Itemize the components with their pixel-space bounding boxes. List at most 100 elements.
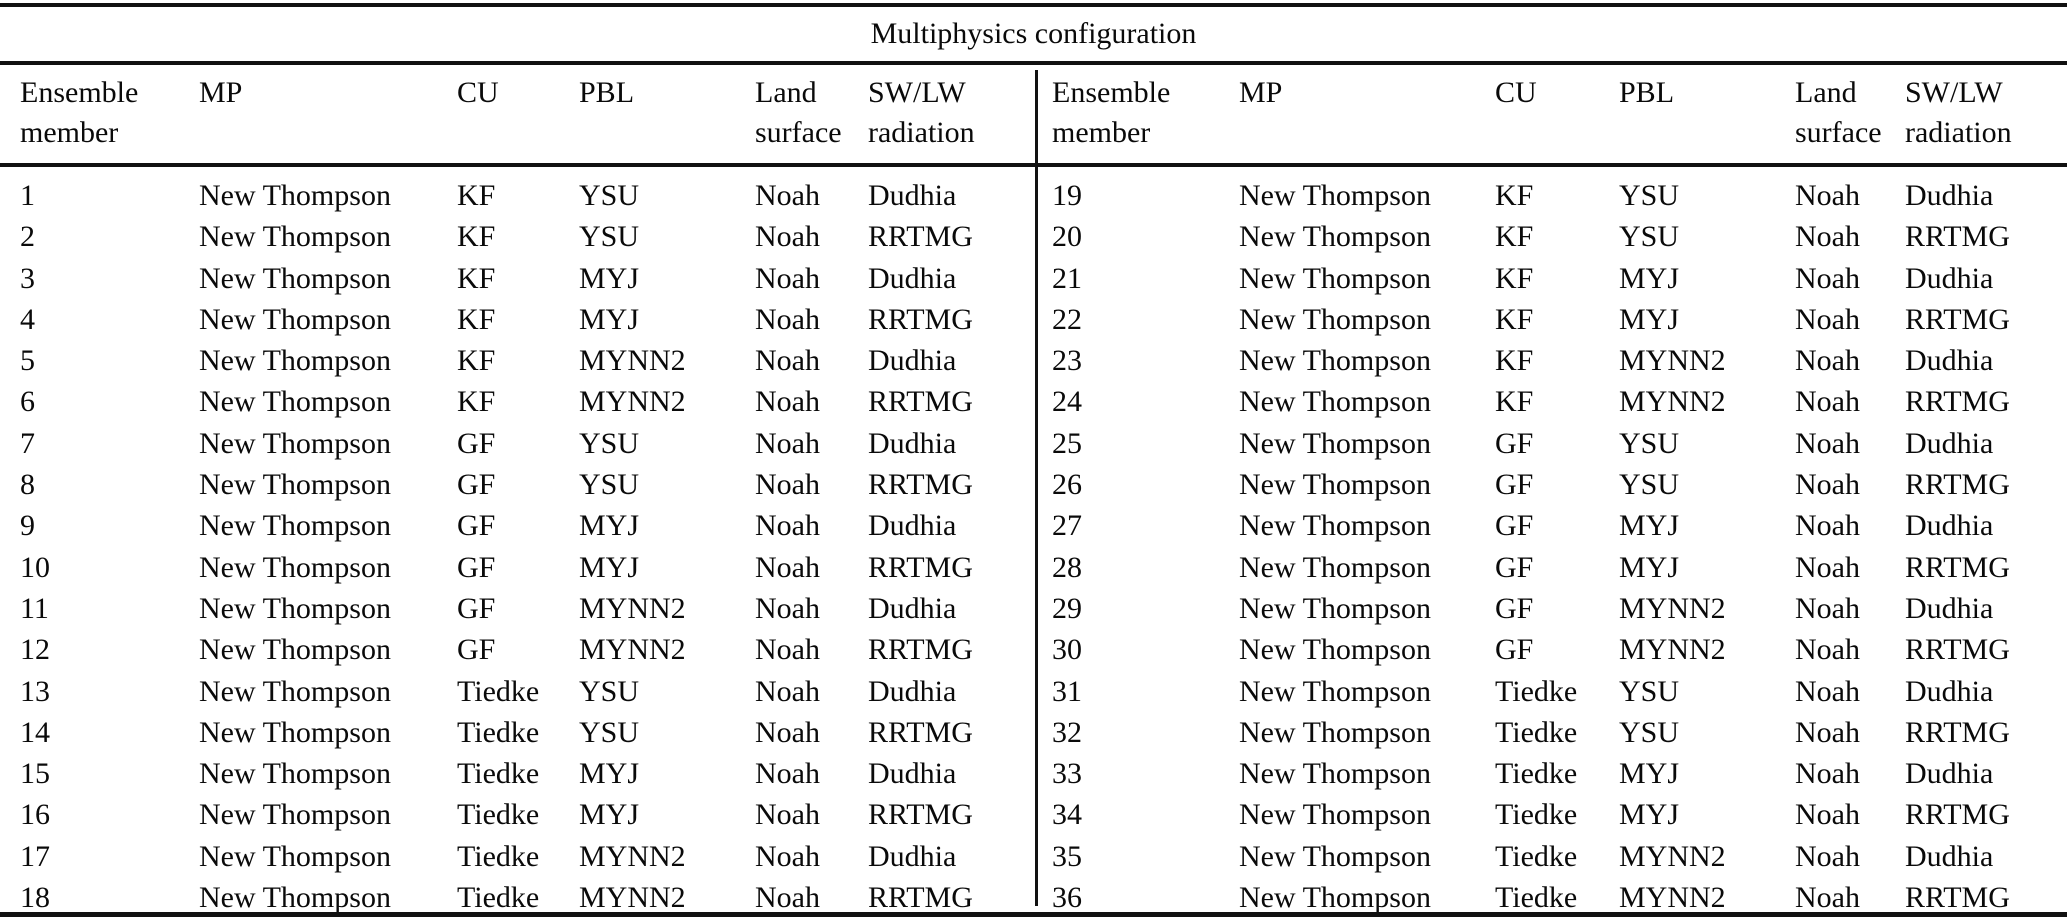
cell-right-swlw: RRTMG [1905,385,2010,419]
cell-right-cu: Tiedke [1495,715,1578,749]
cell-right-land: Noah [1795,220,1860,254]
cell-right-pbl: MYJ [1619,261,1680,295]
cell-left-swlw: RRTMG [868,220,973,254]
cell-left-cu: Tiedke [457,757,540,791]
cell-left-pbl: MYNN2 [579,344,686,378]
cell-left-cu: KF [457,179,496,212]
cell-right-member: 22 [1052,302,1082,336]
cell-left-pbl: MYNN2 [579,385,686,419]
cell-left-pbl: MYNN2 [579,839,686,873]
table-row: 5 New Thompson KF MYNN2 Noah Dudhia 23 New Thom… [0,340,2067,381]
cell-left-land: Noah [755,302,820,336]
cell-right-pbl: MYJ [1619,757,1680,791]
cell-left-member: 15 [20,757,50,791]
cell-left-member: 3 [20,261,35,295]
cell-right-swlw: RRTMG [1905,881,2010,915]
cell-left-land: Noah [755,261,820,295]
cell-left-cu: Tiedke [457,881,540,915]
cell-right-pbl: YSU [1619,468,1680,502]
cell-left-mp: New Thompson [199,220,391,254]
cell-left-mp: New Thompson [199,881,391,915]
cell-right-cu: Tiedke [1495,881,1578,915]
cell-left-mp: New Thompson [199,633,391,667]
cell-right-cu: KF [1495,385,1534,419]
cell-left-cu: GF [457,468,496,502]
cell-left-swlw: Dudhia [868,261,957,295]
cell-right-mp: New Thompson [1239,881,1431,915]
cell-right-member: 28 [1052,550,1082,584]
cell-right-swlw: RRTMG [1905,633,2010,667]
cell-left-mp: New Thompson [199,509,391,543]
cell-right-swlw: Dudhia [1905,426,1994,460]
table-row: 12 New Thompson GF MYNN2 Noah RRTMG 30 New Thom… [0,629,2067,670]
cell-right-member: 19 [1052,179,1082,212]
column-header-line1: MP [199,76,243,109]
table-row: 4 New Thompson KF MYJ Noah RRTMG 22 New Thompso… [0,299,2067,340]
cell-right-swlw: Dudhia [1905,261,1994,295]
table-row: 11 New Thompson GF MYNN2 Noah Dudhia 29 New Tho… [0,588,2067,629]
table-row: 9 New Thompson GF MYJ Noah Dudhia 27 New Thomps… [0,505,2067,546]
column-header-line1: CU [1495,76,1537,109]
cell-right-pbl: MYJ [1619,509,1680,543]
column-header-left-mp: MP [199,65,457,175]
column-header-line2: member [20,116,119,149]
column-header-line1: Ensemble [1052,76,1171,109]
cell-left-member: 4 [20,302,35,336]
cell-left-member: 5 [20,344,35,378]
cell-right-land: Noah [1795,385,1860,419]
cell-right-mp: New Thompson [1239,220,1431,254]
cell-left-land: Noah [755,591,820,625]
cell-left-land: Noah [755,550,820,584]
column-header-line1: MP [1239,76,1283,109]
column-header-right-land: Land surface [1795,65,1905,175]
cell-right-land: Noah [1795,426,1860,460]
cell-right-mp: New Thompson [1239,385,1431,419]
table-row: 10 New Thompson GF MYJ Noah RRTMG 28 New Thomps… [0,547,2067,588]
cell-right-cu: GF [1495,550,1534,584]
cell-left-land: Noah [755,633,820,667]
cell-right-mp: New Thompson [1239,426,1431,460]
table-row: 17 New Thompson Tiedke MYNN2 Noah Dudhia 35 New… [0,836,2067,877]
cell-right-pbl: YSU [1619,426,1680,460]
cell-left-land: Noah [755,881,820,915]
cell-left-swlw: RRTMG [868,715,973,749]
cell-right-swlw: Dudhia [1905,344,1994,378]
cell-right-member: 27 [1052,509,1082,543]
cell-left-cu: GF [457,426,496,460]
cell-left-member: 8 [20,468,35,502]
cell-right-land: Noah [1795,261,1860,295]
cell-left-member: 18 [20,881,50,915]
cell-right-swlw: RRTMG [1905,798,2010,832]
title-separator-rule [0,61,2067,65]
column-header-right-swlw: SW/LW radiation [1905,65,2067,175]
top-rule [0,3,2067,7]
cell-right-member: 31 [1052,674,1082,708]
cell-left-cu: KF [457,302,496,336]
column-header-line1: Land [1795,76,1857,109]
cell-right-member: 24 [1052,385,1082,419]
cell-left-cu: KF [457,220,496,254]
cell-left-member: 2 [20,220,35,254]
cell-right-mp: New Thompson [1239,261,1431,295]
cell-left-land: Noah [755,757,820,791]
column-header-line1: Land [755,76,817,109]
cell-left-swlw: Dudhia [868,757,957,791]
cell-left-cu: GF [457,591,496,625]
cell-right-member: 26 [1052,468,1082,502]
cell-right-cu: GF [1495,509,1534,543]
column-header-line2: radiation [1905,116,2012,149]
cell-left-pbl: YSU [579,468,640,502]
column-header-line1: Ensemble [20,76,139,109]
cell-right-cu: GF [1495,633,1534,667]
cell-right-mp: New Thompson [1239,839,1431,873]
cell-right-cu: KF [1495,344,1534,378]
table-row: 1 New Thompson KF YSU Noah Dudhia 19 New Thomps… [0,175,2067,216]
cell-right-cu: Tiedke [1495,757,1578,791]
cell-left-pbl: MYJ [579,509,640,543]
bottom-rule [0,912,2067,917]
column-header-left-member: Ensemble member [0,65,199,175]
cell-left-pbl: YSU [579,220,640,254]
column-header-left-land: Land surface [755,65,868,175]
column-header-line2: surface [1795,116,1882,149]
cell-left-pbl: YSU [579,426,640,460]
